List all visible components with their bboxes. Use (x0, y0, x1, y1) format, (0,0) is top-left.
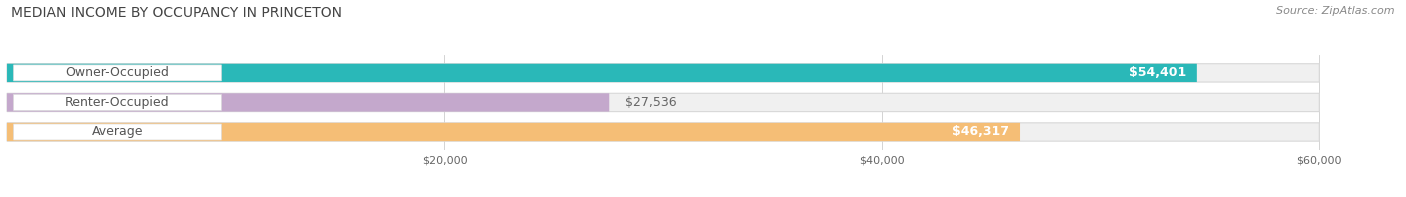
FancyBboxPatch shape (14, 124, 221, 140)
Text: Owner-Occupied: Owner-Occupied (66, 66, 169, 79)
FancyBboxPatch shape (14, 95, 221, 110)
FancyBboxPatch shape (7, 64, 1319, 82)
Text: Renter-Occupied: Renter-Occupied (65, 96, 170, 109)
FancyBboxPatch shape (7, 123, 1319, 141)
FancyBboxPatch shape (14, 65, 221, 81)
Text: $46,317: $46,317 (952, 125, 1010, 138)
Text: Average: Average (91, 125, 143, 138)
Text: $54,401: $54,401 (1129, 66, 1185, 79)
FancyBboxPatch shape (7, 123, 1019, 141)
FancyBboxPatch shape (7, 93, 609, 112)
Text: $27,536: $27,536 (624, 96, 676, 109)
FancyBboxPatch shape (7, 93, 1319, 112)
Text: Source: ZipAtlas.com: Source: ZipAtlas.com (1277, 6, 1395, 16)
FancyBboxPatch shape (7, 64, 1197, 82)
Text: MEDIAN INCOME BY OCCUPANCY IN PRINCETON: MEDIAN INCOME BY OCCUPANCY IN PRINCETON (11, 6, 342, 20)
